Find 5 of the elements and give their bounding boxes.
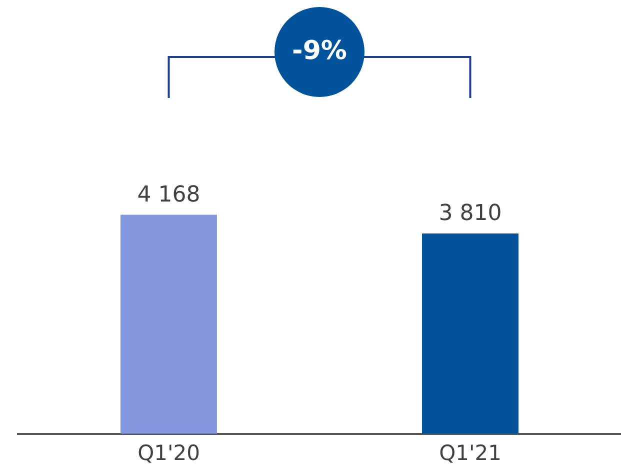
text: -9% (292, 36, 347, 66)
data-label: 3 810 (438, 201, 502, 226)
data-label: 4 168 (137, 182, 200, 208)
x-tick-label: Q1'20 (138, 440, 200, 465)
x-tick-label: Q1'21 (439, 440, 502, 465)
